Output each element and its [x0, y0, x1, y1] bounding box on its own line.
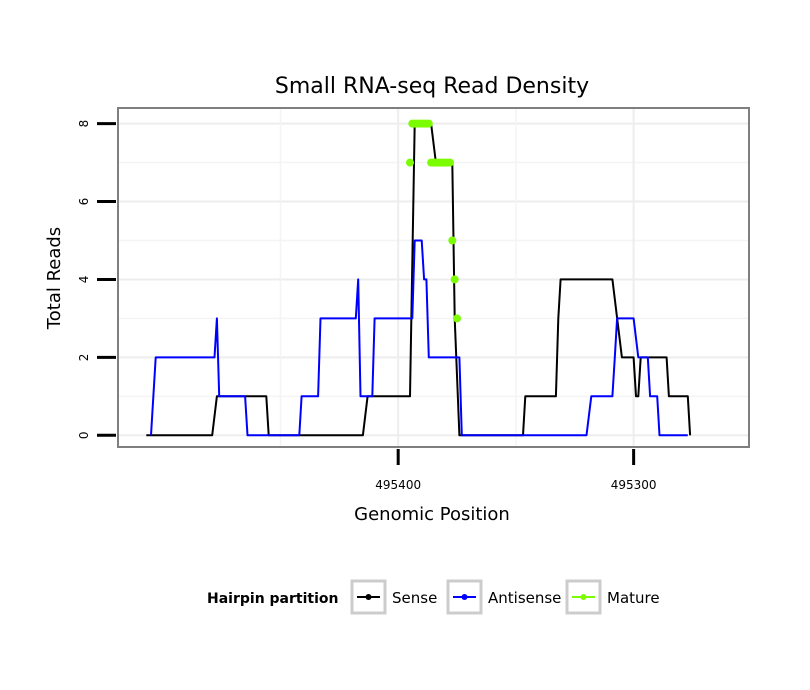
series-layer	[146, 119, 692, 437]
legend-key-sense-point	[365, 594, 372, 600]
data-point-mature	[424, 119, 433, 128]
y-tick-label: 2	[77, 354, 91, 362]
plot-border	[117, 107, 750, 448]
axes: 0 2 4 6 8 495400 495300	[77, 120, 657, 492]
legend-label-antisense: Antisense	[488, 589, 561, 607]
data-point-mature	[448, 236, 457, 245]
legend-key-mature-point	[580, 594, 587, 600]
legend-label-sense: Sense	[392, 589, 437, 607]
y-tick-label: 0	[77, 431, 91, 439]
chart-title: Small RNA-seq Read Density	[275, 74, 589, 99]
x-tick-label: 495400	[375, 478, 421, 492]
data-point-mature	[446, 158, 454, 167]
y-tick-label: 6	[77, 198, 91, 206]
y-tick-label: 4	[77, 276, 91, 284]
legend: Hairpin partition Sense Antisense Mature	[207, 579, 660, 615]
data-point-mature	[406, 158, 414, 167]
y-axis-title: Total Reads	[44, 227, 65, 330]
data-point-mature	[453, 314, 461, 323]
legend-title: Hairpin partition	[207, 591, 338, 607]
x-axis-title: Genomic Position	[354, 504, 510, 525]
grid-lines	[118, 108, 749, 447]
x-tick-label: 495300	[611, 478, 657, 492]
legend-label-mature: Mature	[607, 589, 660, 607]
series-line-antisense	[150, 239, 688, 437]
y-tick-label: 8	[77, 120, 91, 128]
data-point-mature	[450, 275, 459, 284]
legend-key-antisense-point	[461, 594, 468, 600]
